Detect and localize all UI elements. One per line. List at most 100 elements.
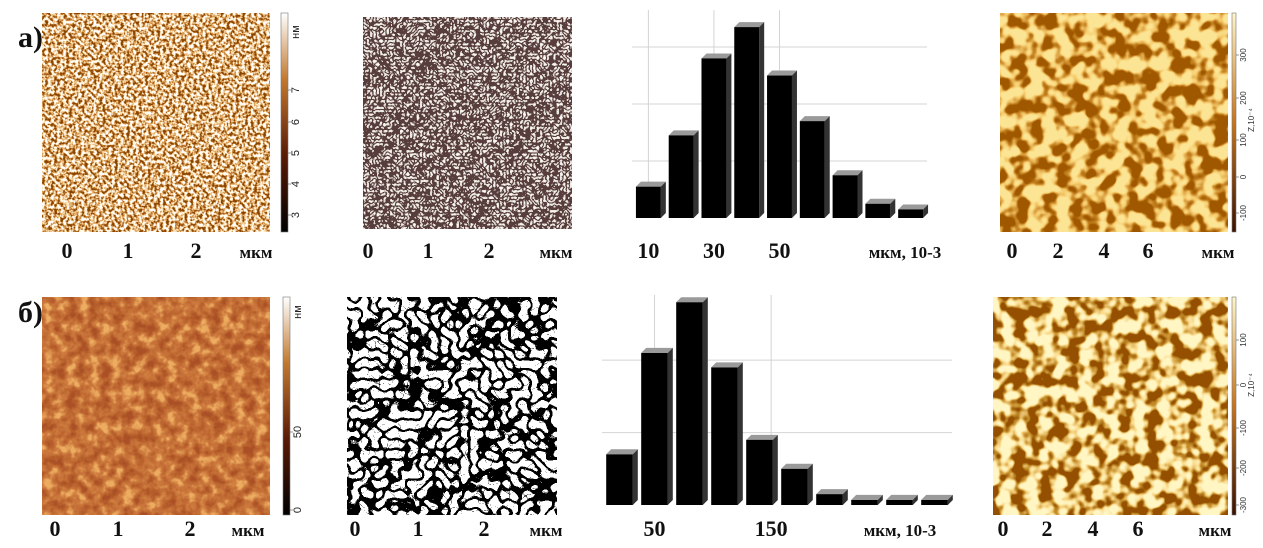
afm-image bbox=[42, 297, 270, 515]
bar bbox=[832, 175, 858, 218]
bar-side bbox=[791, 70, 797, 219]
bar-side bbox=[857, 170, 863, 218]
axis-label: 1 bbox=[113, 516, 124, 541]
colorbar bbox=[280, 12, 289, 233]
bar-top bbox=[701, 53, 732, 59]
bar-top bbox=[734, 22, 765, 28]
afm-image bbox=[42, 13, 270, 232]
panel-label: б) bbox=[18, 296, 43, 329]
bar-top bbox=[711, 362, 743, 368]
axis-label: 1 bbox=[423, 238, 434, 263]
bar-top bbox=[898, 204, 929, 210]
axis-unit: мкм bbox=[530, 521, 563, 540]
bar-top bbox=[851, 494, 883, 500]
bar bbox=[886, 499, 913, 505]
x-tick-label: 150 bbox=[755, 516, 788, 541]
colorbar-tick-label: -100 bbox=[1239, 419, 1248, 436]
bar bbox=[668, 135, 694, 218]
bar-side bbox=[947, 494, 953, 505]
axis-label: 1 bbox=[123, 238, 134, 263]
grain-image bbox=[363, 17, 572, 229]
bar bbox=[641, 352, 668, 505]
bar-side bbox=[693, 130, 699, 218]
axis-unit: мкм bbox=[240, 243, 273, 262]
colorbar-tick-label: -200 bbox=[1239, 459, 1248, 476]
bar-top bbox=[676, 297, 708, 303]
colorbar-tick-label: 100 bbox=[1239, 333, 1248, 347]
bar-side bbox=[807, 463, 813, 505]
bar bbox=[746, 439, 773, 505]
x-axis-label: мкм, 10-3 bbox=[869, 243, 942, 262]
axis-label: 0 bbox=[50, 516, 61, 541]
colorbar-tick-label: 0 bbox=[1239, 382, 1248, 387]
colorbar-tick-label: 50 bbox=[292, 426, 304, 438]
panel-label: а) bbox=[18, 21, 43, 54]
colorbar-tick-label: 7 bbox=[290, 87, 302, 93]
bar-side bbox=[890, 198, 896, 218]
bar bbox=[851, 499, 878, 505]
axis-label: 2 bbox=[484, 238, 495, 263]
colorbar-tick-label: 300 bbox=[1239, 48, 1248, 62]
axis-unit: мкм bbox=[1202, 243, 1235, 262]
bar-top bbox=[767, 70, 797, 76]
x-tick-label: 50 bbox=[644, 516, 666, 541]
axis-unit: мкм bbox=[540, 243, 573, 262]
colorbar-tick-label: 5 bbox=[290, 150, 302, 156]
bar-top bbox=[816, 489, 848, 495]
bar bbox=[921, 499, 948, 505]
colorbar-tick-label: -100 bbox=[1239, 204, 1248, 221]
bar bbox=[781, 468, 808, 505]
mfm-image bbox=[993, 297, 1228, 515]
bar-side bbox=[877, 494, 883, 505]
colorbar bbox=[1231, 296, 1237, 516]
axis-label: 1 bbox=[413, 516, 424, 541]
bar-side bbox=[923, 204, 929, 218]
axis-label: 0 bbox=[1007, 238, 1018, 263]
axis-label: 0 bbox=[998, 516, 1009, 541]
bar-top bbox=[606, 449, 638, 455]
bar-side bbox=[759, 22, 765, 219]
colorbar bbox=[282, 296, 291, 516]
colorbar-tick-label: 0 bbox=[1239, 174, 1248, 179]
axis-label: 2 bbox=[1053, 238, 1064, 263]
axis-label: 2 bbox=[191, 238, 202, 263]
x-tick-label: 30 bbox=[703, 238, 725, 263]
axis-label: 4 bbox=[1099, 238, 1110, 263]
axis-label: 6 bbox=[1143, 238, 1154, 263]
colorbar-tick-label: 6 bbox=[290, 119, 302, 125]
bar bbox=[734, 27, 760, 219]
colorbar-tick-label: 200 bbox=[1239, 91, 1248, 105]
bar-top bbox=[865, 198, 896, 204]
bar bbox=[711, 367, 738, 505]
axis-label: 6 bbox=[1133, 516, 1144, 541]
bar-side bbox=[772, 434, 778, 505]
axis-unit: мкм bbox=[232, 521, 265, 540]
axis-label: 2 bbox=[185, 516, 196, 541]
bar-top bbox=[641, 347, 673, 353]
bar bbox=[767, 75, 792, 219]
colorbar-unit: нм bbox=[292, 305, 304, 319]
axis-label: 2 bbox=[1042, 516, 1053, 541]
bar-side bbox=[842, 489, 848, 505]
colorbar bbox=[1231, 12, 1237, 233]
bar bbox=[898, 209, 924, 218]
bar-side bbox=[702, 297, 708, 505]
bar bbox=[701, 58, 727, 218]
bar-top bbox=[746, 434, 778, 440]
bar bbox=[799, 121, 825, 218]
bar-side bbox=[824, 116, 830, 218]
bar-side bbox=[632, 449, 638, 505]
x-axis-label: мкм, 10-3 bbox=[864, 521, 937, 540]
bar-top bbox=[921, 494, 953, 500]
axis-label: 0 bbox=[62, 238, 73, 263]
bar bbox=[606, 454, 633, 505]
bar-top bbox=[832, 170, 863, 176]
axis-label: 0 bbox=[363, 238, 374, 263]
bar bbox=[635, 186, 661, 218]
axis-label: 0 bbox=[350, 516, 361, 541]
x-tick-label: 50 bbox=[769, 238, 791, 263]
colorbar-tick-label: 4 bbox=[290, 181, 302, 187]
bar-top bbox=[781, 463, 813, 469]
